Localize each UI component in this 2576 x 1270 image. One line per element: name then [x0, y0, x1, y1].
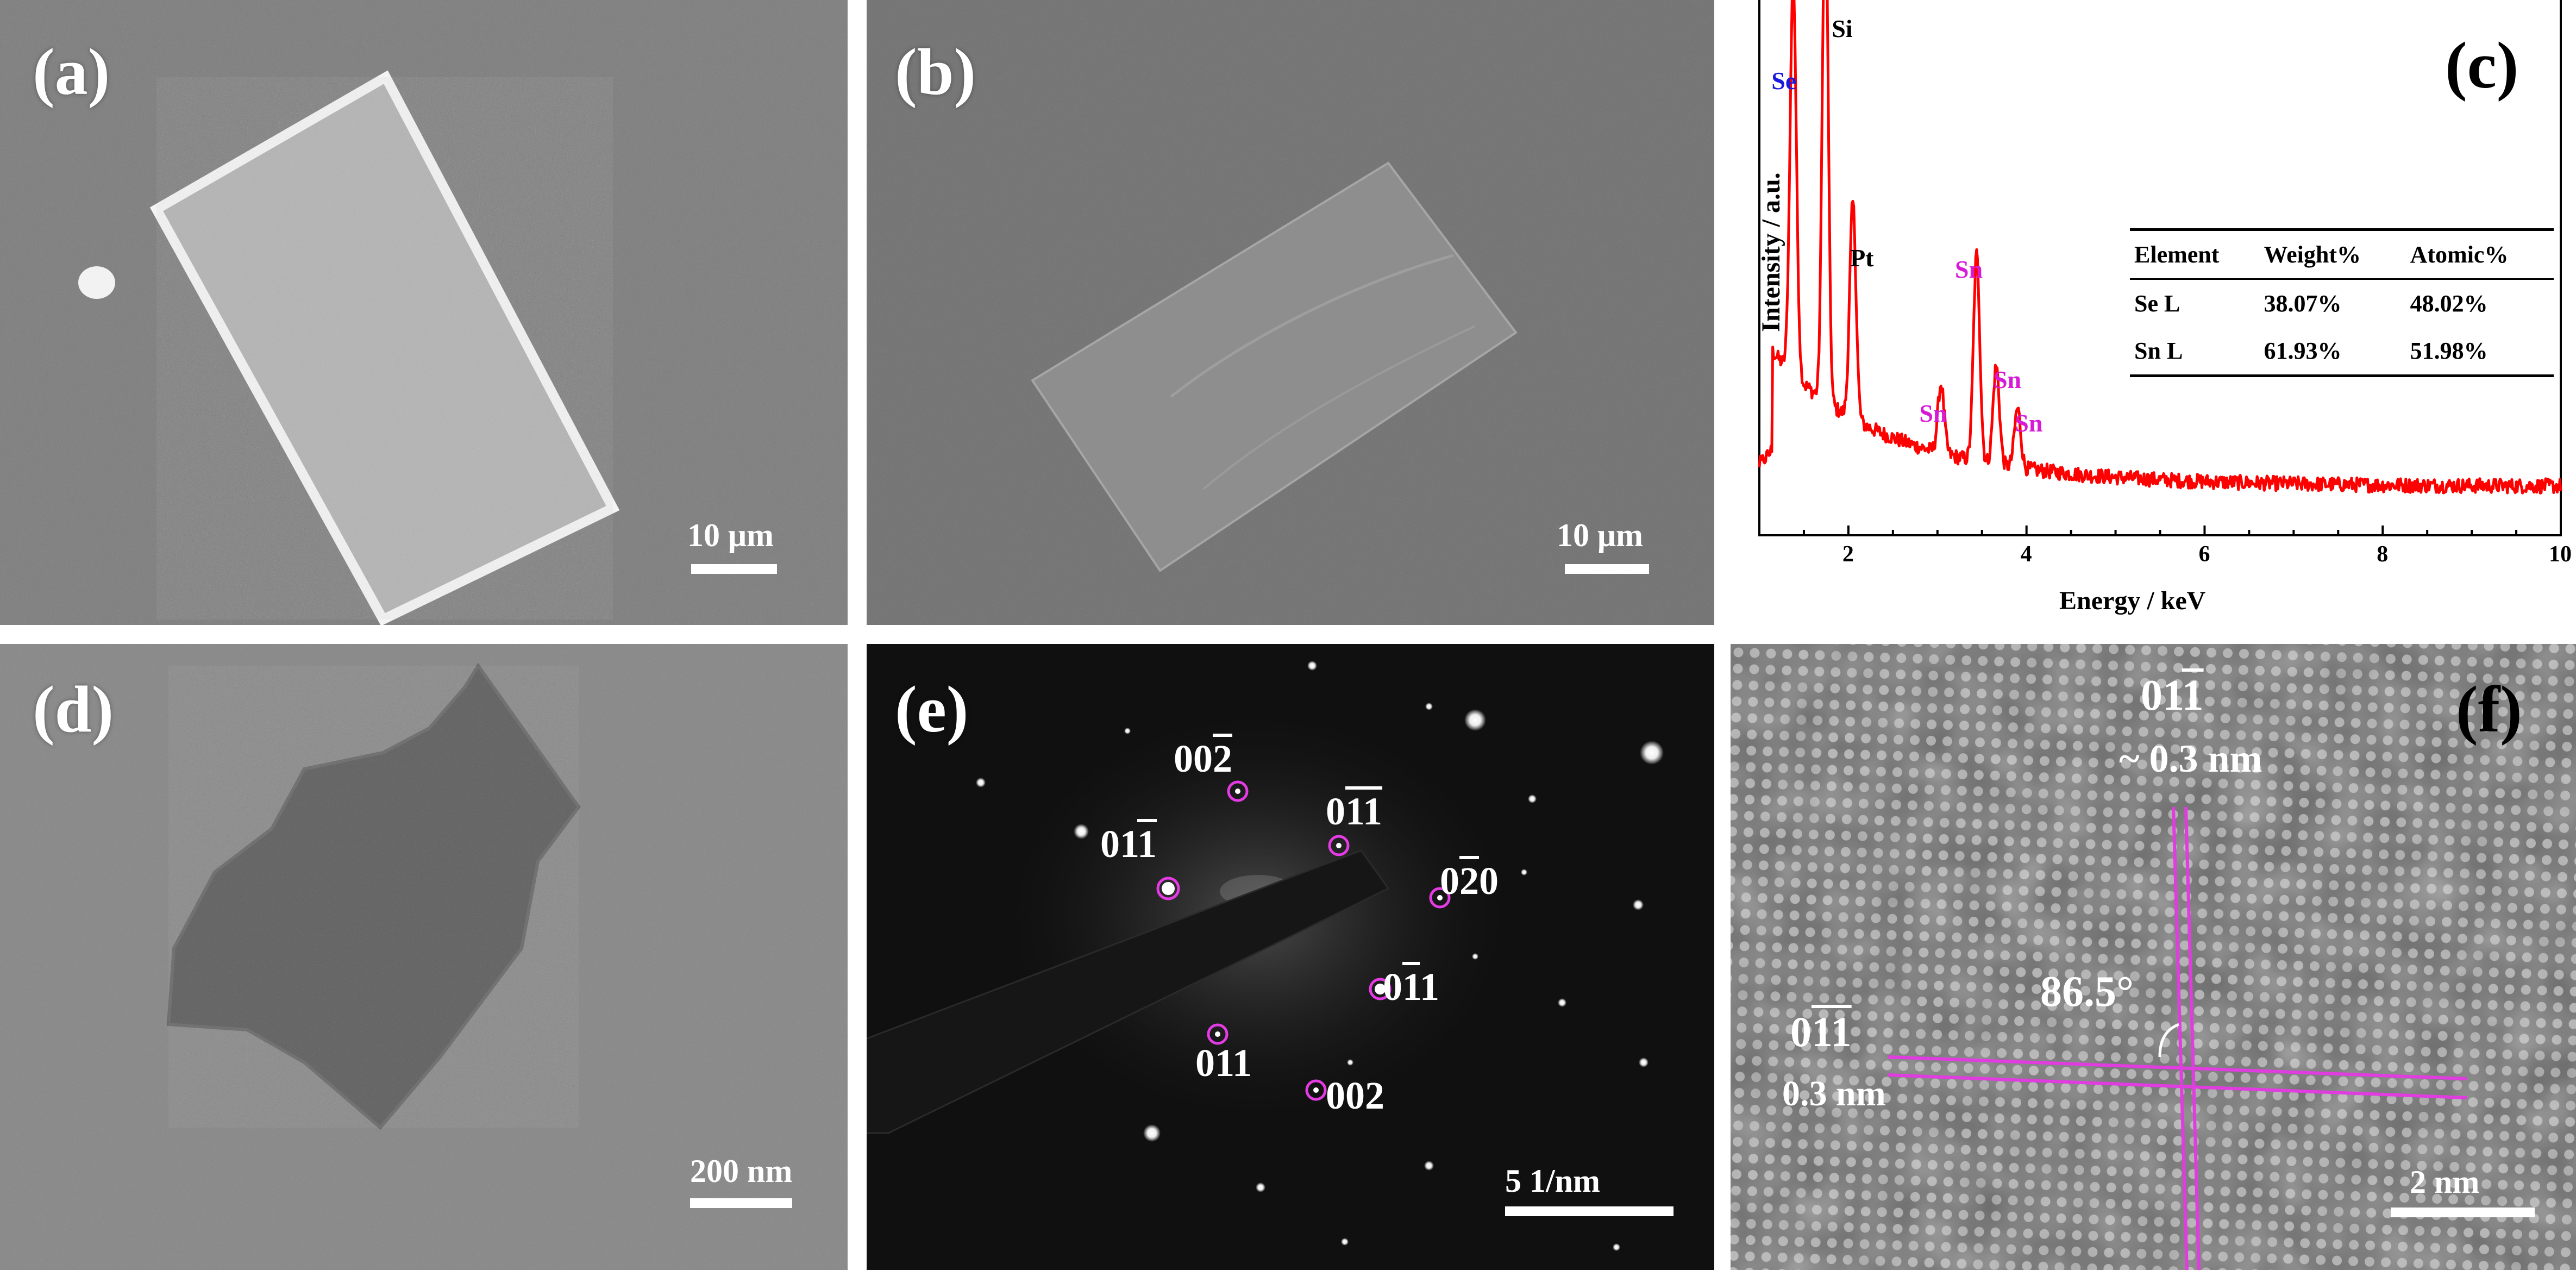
- spacing-top-label: ~ 0.3 nm: [2119, 737, 2262, 780]
- panel-f-label: (f): [2456, 673, 2522, 746]
- eds-spectrum-line: [1758, 0, 2562, 495]
- panel-d: (d) 200 nm: [0, 644, 848, 1270]
- eds-header-atomic: Atomic%: [2410, 241, 2509, 268]
- eds-tick-label: 8: [2377, 542, 2389, 567]
- panel-c-label: (c): [2445, 29, 2519, 102]
- eds-ylabel: Intensity / a.u.: [1757, 172, 1785, 332]
- panel-f-image: [1731, 644, 2576, 1270]
- panel-d-scale-text: 200 nm: [690, 1153, 793, 1189]
- panel-f-scale-bar: [2391, 1208, 2535, 1217]
- panel-d-image: [0, 644, 848, 1270]
- panel-e-scale-text: 5 1/nm: [1505, 1163, 1601, 1199]
- panel-e-image: [867, 644, 1714, 1270]
- spot-index-label: 020: [1440, 859, 1499, 903]
- eds-peak-label: Sn: [2015, 409, 2043, 437]
- panel-a-scale-bar: [691, 564, 777, 574]
- table-row: Sn L 61.93% 51.98%: [2130, 327, 2554, 376]
- panel-c: (c) Se Si Pt Sn Sn Sn Sn 2 4 6 8 10 Energy / keV I…: [1717, 0, 2576, 630]
- panel-a-label: (a): [33, 35, 110, 109]
- panel-e: (e) 002 011 011 020 011 011 002 5 1/nm: [867, 644, 1714, 1270]
- eds-cell: 38.07%: [2264, 290, 2342, 317]
- spot-index-label: 002: [1174, 737, 1232, 780]
- particle-a: [78, 266, 115, 299]
- lattice-lines: [1888, 806, 2467, 1270]
- eds-header-weight: Weight%: [2264, 241, 2361, 268]
- eds-peak-label: Se: [1771, 67, 1797, 95]
- panel-b: (b) 10 μm: [867, 0, 1714, 625]
- eds-xlabel: Energy / keV: [2059, 586, 2206, 615]
- eds-peak-label: Si: [1832, 15, 1853, 42]
- panel-d-scale-bar: [690, 1198, 792, 1208]
- spot-index-label: 002: [1326, 1074, 1384, 1117]
- eds-plot: [1758, 0, 2562, 536]
- eds-table: Element Weight% Atomic% Se L 38.07% 48.0…: [2130, 228, 2554, 377]
- eds-tick-label: 4: [2020, 542, 2032, 567]
- indexed-spots: [1156, 780, 1451, 1101]
- beam-stop: [867, 849, 1390, 1134]
- eds-header-element: Element: [2134, 241, 2220, 268]
- eds-tick-label: 2: [1842, 542, 1854, 567]
- background-spots: [976, 661, 1664, 1251]
- plane-left-label: 011: [1790, 1008, 1852, 1055]
- eds-table-header-row: Element Weight% Atomic%: [2130, 229, 2554, 279]
- panel-e-label: (e): [895, 673, 969, 746]
- panel-e-scale-bar: [1505, 1206, 1674, 1216]
- angle-arc: [2158, 1023, 2180, 1058]
- eds-peak-label: Sn: [1919, 399, 1947, 428]
- eds-tick-label: 10: [2549, 542, 2572, 567]
- panel-b-label: (b): [895, 35, 976, 109]
- panel-a-image: [0, 0, 848, 625]
- plane-top-label: 011: [2141, 672, 2204, 720]
- eds-peak-label: Pt: [1850, 243, 1874, 272]
- eds-cell: 48.02%: [2410, 290, 2488, 317]
- panel-f-scale-text: 2 nm: [2410, 1164, 2480, 1200]
- panel-d-label: (d): [33, 673, 114, 746]
- eds-peak-label: Sn: [1993, 366, 2022, 393]
- panel-f: (f) 011 ~ 0.3 nm 011 0.3 nm 86.5° 2 nm: [1731, 644, 2576, 1270]
- spot-index-label: 011: [1383, 965, 1440, 1009]
- panel-a: (a) 10 μm: [0, 0, 848, 625]
- eds-cell: 61.93%: [2264, 337, 2342, 364]
- table-row: Se L 38.07% 48.02%: [2130, 279, 2554, 328]
- panel-a-scale-text: 10 μm: [687, 517, 774, 553]
- eds-chart: [1758, 0, 2562, 536]
- spacing-left-label: 0.3 nm: [1782, 1074, 1886, 1113]
- spot-index-label: 011: [1195, 1041, 1252, 1085]
- eds-cell: Se L: [2134, 290, 2180, 317]
- spot-index-label: 011: [1100, 822, 1157, 866]
- eds-cell: Sn L: [2134, 337, 2183, 364]
- angle-label: 86.5°: [2040, 968, 2134, 1016]
- panel-b-image: [867, 0, 1714, 625]
- eds-tick-label: 6: [2198, 542, 2210, 567]
- spot-index-label: 011: [1326, 790, 1383, 833]
- panel-b-scale-text: 10 μm: [1557, 517, 1643, 553]
- eds-peak-label: Sn: [1954, 255, 1983, 283]
- eds-cell: 51.98%: [2410, 337, 2488, 364]
- flake-b: [1031, 161, 1518, 572]
- panel-b-scale-bar: [1565, 564, 1649, 574]
